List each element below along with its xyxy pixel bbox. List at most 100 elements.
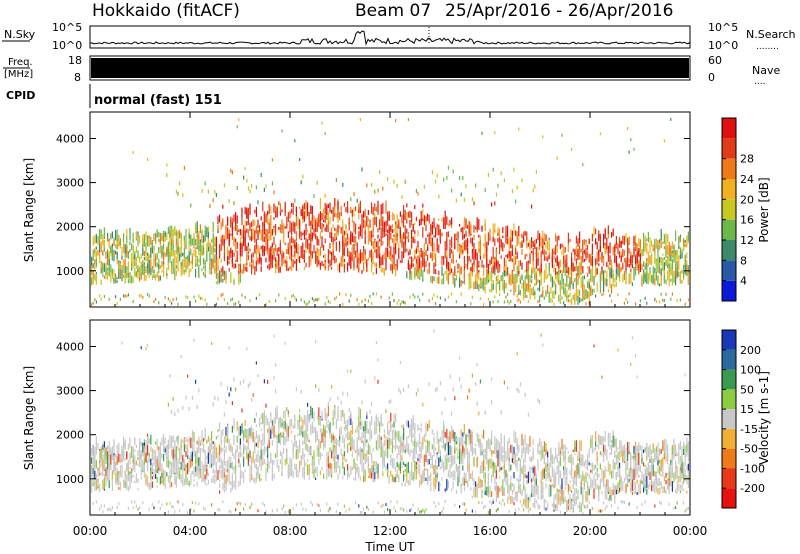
scatter-cell	[395, 509, 397, 513]
scatter-cell	[318, 388, 320, 392]
scatter-cell	[563, 252, 565, 259]
scatter-cell	[182, 260, 184, 273]
scatter-cell	[254, 209, 256, 214]
scatter-cell	[227, 474, 229, 482]
scatter-cell	[185, 450, 187, 457]
scatter-cell	[415, 269, 417, 277]
scatter-cell	[539, 295, 541, 301]
scatter-cell	[311, 232, 313, 240]
scatter-cell	[180, 474, 182, 484]
scatter-cell	[332, 435, 334, 441]
scatter-cell	[191, 451, 193, 462]
scatter-cell	[283, 447, 285, 454]
scatter-cell	[265, 246, 267, 252]
scatter-cell	[132, 276, 134, 284]
scatter-cell	[103, 295, 105, 298]
scatter-cell	[158, 276, 160, 282]
scatter-cell	[375, 216, 377, 228]
scatter-cell	[191, 443, 193, 454]
scatter-cell	[414, 222, 416, 226]
scatter-cell	[148, 438, 150, 444]
scatter-cell	[289, 211, 291, 219]
scatter-cell	[422, 218, 424, 221]
scatter-cell	[307, 202, 309, 214]
scatter-cell	[411, 431, 413, 443]
scatter-cell	[651, 255, 653, 266]
scatter-cell	[351, 256, 353, 262]
scatter-cell	[215, 243, 217, 255]
scatter-cell	[211, 441, 213, 450]
scatter-cell	[363, 426, 365, 439]
scatter-cell	[113, 462, 115, 475]
scatter-cell	[273, 417, 275, 425]
scatter-cell	[363, 211, 365, 217]
scatter-cell	[412, 433, 414, 438]
scatter-cell	[433, 293, 435, 297]
scatter-cell	[668, 256, 670, 263]
scatter-cell	[175, 476, 177, 488]
scatter-cell	[135, 256, 137, 265]
scatter-cell	[191, 461, 193, 466]
scatter-cell	[300, 298, 302, 302]
scatter-cell	[222, 460, 224, 468]
scatter-cell	[388, 400, 390, 405]
scatter-cell	[251, 259, 253, 264]
scatter-cell	[214, 473, 216, 479]
scatter-cell	[465, 233, 467, 237]
scatter-cell	[305, 415, 307, 421]
scatter-cell	[167, 402, 169, 407]
scatter-cell	[190, 203, 192, 208]
scatter-cell	[449, 239, 451, 247]
scatter-cell	[260, 173, 262, 177]
scatter-cell	[175, 244, 177, 255]
scatter-cell	[169, 242, 171, 247]
scatter-cell	[92, 482, 94, 487]
scatter-cell	[179, 456, 181, 464]
scatter-cell	[393, 228, 395, 233]
scatter-cell	[225, 440, 227, 444]
scatter-cell	[580, 277, 582, 283]
scatter-cell	[271, 460, 273, 469]
scatter-cell	[271, 229, 273, 235]
scatter-cell	[358, 231, 360, 240]
scatter-cell	[385, 465, 387, 471]
scatter-cell	[531, 269, 533, 277]
scatter-cell	[401, 506, 403, 510]
scatter-cell	[263, 431, 265, 440]
scatter-cell	[179, 468, 181, 480]
scatter-cell	[219, 490, 221, 494]
scatter-cell	[175, 459, 177, 467]
scatter-cell	[353, 192, 355, 197]
scatter-cell	[375, 263, 377, 268]
scatter-cell	[609, 280, 611, 289]
scatter-cell	[387, 463, 389, 469]
scatter-cell	[372, 471, 374, 483]
scatter-cell	[283, 432, 285, 438]
scatter-cell	[166, 445, 168, 458]
scatter-cell	[393, 421, 395, 428]
scatter-cell	[161, 453, 163, 459]
scatter-cell	[348, 441, 350, 446]
scatter-cell	[324, 202, 326, 214]
scatter-cell	[113, 273, 115, 278]
scatter-cell	[228, 268, 230, 272]
scatter-cell	[255, 424, 257, 428]
scatter-cell	[311, 424, 313, 434]
scatter-cell	[518, 234, 520, 245]
scatter-cell	[201, 268, 203, 272]
scatter-cell	[444, 249, 446, 259]
scatter-cell	[273, 247, 275, 260]
scatter-cell	[494, 229, 496, 232]
scatter-cell	[657, 261, 659, 273]
scatter-cell	[302, 205, 304, 217]
scatter-cell	[580, 282, 582, 289]
scatter-cell	[331, 254, 333, 266]
scatter-cell	[382, 472, 384, 477]
scatter-cell	[217, 396, 219, 401]
scatter-cell	[676, 249, 678, 261]
scatter-cell	[169, 234, 171, 244]
scatter-cell	[403, 300, 405, 304]
scatter-cell	[303, 267, 305, 270]
scatter-cell	[199, 448, 201, 457]
scatter-cell	[107, 470, 109, 481]
